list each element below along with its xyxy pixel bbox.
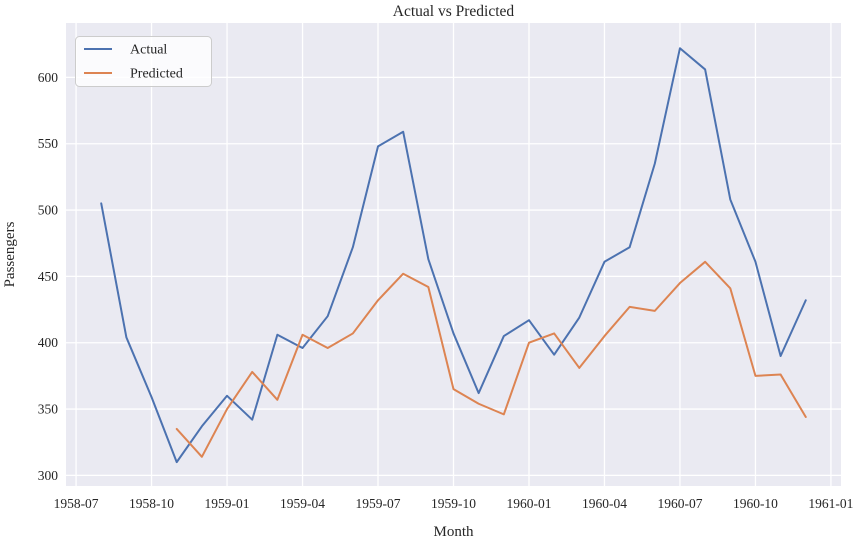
y-tick-label: 550	[38, 136, 59, 151]
x-tick-label: 1960-01	[506, 496, 551, 511]
y-tick-label: 300	[38, 468, 59, 483]
x-tick-label: 1961-01	[808, 496, 853, 511]
x-tick-label: 1958-10	[129, 496, 174, 511]
x-tick-label: 1958-07	[54, 496, 99, 511]
chart-title: Actual vs Predicted	[393, 3, 515, 20]
legend-actual-label: Actual	[130, 43, 167, 58]
legend-predicted-label: Predicted	[130, 67, 183, 82]
gridlines	[66, 23, 841, 486]
y-tick-label: 450	[38, 269, 59, 284]
x-tick-label: 1960-10	[733, 496, 778, 511]
x-tick-label: 1960-04	[582, 496, 627, 511]
legend: Actual Predicted	[75, 36, 212, 87]
predicted-line-series	[175, 260, 807, 458]
x-tick-label: 1959-07	[356, 496, 401, 511]
x-tick-label: 1959-10	[431, 496, 476, 511]
y-axis-tick-labels: 300 350 400 450 500 550 600	[38, 70, 59, 483]
y-tick-label: 500	[38, 203, 59, 218]
actual-line-series	[100, 47, 807, 464]
y-tick-label: 600	[38, 70, 59, 85]
x-axis-label: Month	[433, 524, 474, 540]
y-axis-label: Passengers	[2, 221, 18, 287]
x-axis-tick-labels: 1958-07 1958-10 1959-01 1959-04 1959-07 1959-…	[54, 496, 854, 511]
x-tick-label: 1959-01	[205, 496, 250, 511]
x-tick-label: 1959-04	[280, 496, 325, 511]
series-lines	[100, 47, 807, 464]
y-tick-label: 400	[38, 335, 59, 350]
x-tick-label: 1960-07	[657, 496, 702, 511]
y-tick-label: 350	[38, 402, 59, 417]
